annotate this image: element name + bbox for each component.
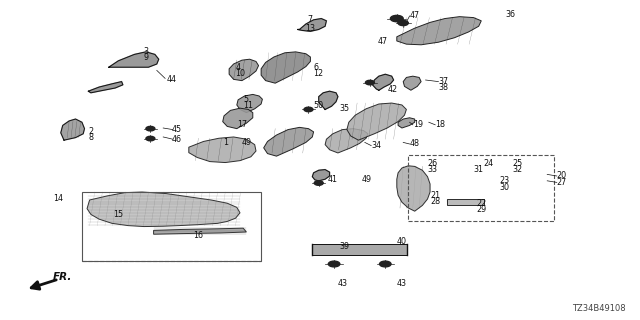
- Text: 27: 27: [557, 178, 567, 187]
- Text: 46: 46: [172, 135, 182, 144]
- Text: 30: 30: [499, 183, 509, 192]
- Text: 43: 43: [338, 279, 348, 288]
- Polygon shape: [109, 52, 159, 67]
- Circle shape: [390, 15, 403, 22]
- Text: 47: 47: [410, 12, 420, 20]
- Polygon shape: [261, 52, 310, 83]
- Text: TZ34B49108: TZ34B49108: [572, 304, 626, 313]
- Text: 29: 29: [477, 205, 487, 214]
- Polygon shape: [312, 170, 330, 181]
- Polygon shape: [237, 94, 262, 113]
- Bar: [82, 192, 261, 261]
- Text: 12: 12: [314, 69, 324, 78]
- Text: 42: 42: [387, 85, 397, 94]
- Text: 18: 18: [435, 120, 445, 129]
- Text: 8: 8: [88, 133, 93, 142]
- Text: 25: 25: [512, 159, 522, 168]
- Polygon shape: [403, 76, 421, 90]
- Text: 2: 2: [88, 127, 93, 136]
- Text: 21: 21: [430, 191, 440, 200]
- Circle shape: [398, 20, 408, 26]
- Text: 11: 11: [243, 101, 253, 110]
- Text: 4: 4: [236, 63, 241, 72]
- Text: 35: 35: [339, 104, 349, 113]
- Polygon shape: [154, 228, 246, 234]
- Circle shape: [328, 261, 340, 267]
- Text: 36: 36: [506, 10, 516, 19]
- Text: 14: 14: [52, 194, 63, 203]
- Text: 33: 33: [427, 165, 437, 174]
- Text: 24: 24: [483, 159, 493, 168]
- Text: 41: 41: [328, 175, 338, 184]
- Text: 44: 44: [166, 76, 177, 84]
- Polygon shape: [372, 74, 394, 90]
- Text: 50: 50: [314, 101, 324, 110]
- Text: 6: 6: [314, 63, 319, 72]
- Circle shape: [365, 80, 374, 85]
- Polygon shape: [298, 19, 326, 31]
- Text: 38: 38: [438, 84, 449, 92]
- Circle shape: [380, 261, 391, 267]
- Polygon shape: [397, 17, 481, 45]
- Text: 23: 23: [499, 176, 509, 185]
- Text: 45: 45: [172, 125, 182, 134]
- Text: 13: 13: [305, 24, 316, 33]
- Text: 17: 17: [237, 120, 247, 129]
- Circle shape: [304, 107, 313, 112]
- Text: 43: 43: [397, 279, 407, 288]
- Polygon shape: [223, 108, 253, 129]
- Text: 40: 40: [397, 237, 407, 246]
- Text: 28: 28: [430, 197, 440, 206]
- Text: 32: 32: [512, 165, 522, 174]
- Circle shape: [146, 126, 155, 131]
- Polygon shape: [397, 166, 430, 211]
- Polygon shape: [325, 129, 368, 153]
- Polygon shape: [61, 119, 84, 140]
- Bar: [312, 244, 407, 255]
- Text: 9: 9: [143, 53, 148, 62]
- Polygon shape: [189, 137, 256, 163]
- Circle shape: [146, 136, 155, 141]
- Bar: [408, 155, 554, 221]
- Polygon shape: [264, 127, 314, 156]
- Text: FR.: FR.: [52, 272, 72, 282]
- Text: 22: 22: [477, 199, 487, 208]
- Text: 19: 19: [413, 120, 423, 129]
- Circle shape: [314, 181, 323, 185]
- Text: 37: 37: [438, 77, 449, 86]
- Polygon shape: [398, 118, 415, 128]
- Text: 1: 1: [223, 138, 228, 147]
- Text: 34: 34: [371, 141, 381, 150]
- Text: 3: 3: [143, 47, 148, 56]
- Text: 15: 15: [113, 210, 124, 219]
- Bar: [447, 199, 484, 205]
- Text: 10: 10: [236, 69, 246, 78]
- Text: 48: 48: [410, 140, 420, 148]
- Polygon shape: [88, 82, 123, 93]
- Text: 49: 49: [241, 138, 252, 147]
- Text: 39: 39: [339, 242, 349, 251]
- Text: 47: 47: [378, 37, 388, 46]
- Polygon shape: [229, 59, 259, 81]
- Text: 7: 7: [308, 15, 313, 24]
- Text: 26: 26: [427, 159, 437, 168]
- Polygon shape: [347, 103, 406, 140]
- Text: 20: 20: [557, 172, 567, 180]
- Text: 49: 49: [362, 175, 372, 184]
- Polygon shape: [87, 192, 240, 227]
- Polygon shape: [319, 91, 338, 109]
- Text: 5: 5: [243, 95, 248, 104]
- Text: 31: 31: [474, 165, 484, 174]
- Text: 16: 16: [193, 231, 204, 240]
